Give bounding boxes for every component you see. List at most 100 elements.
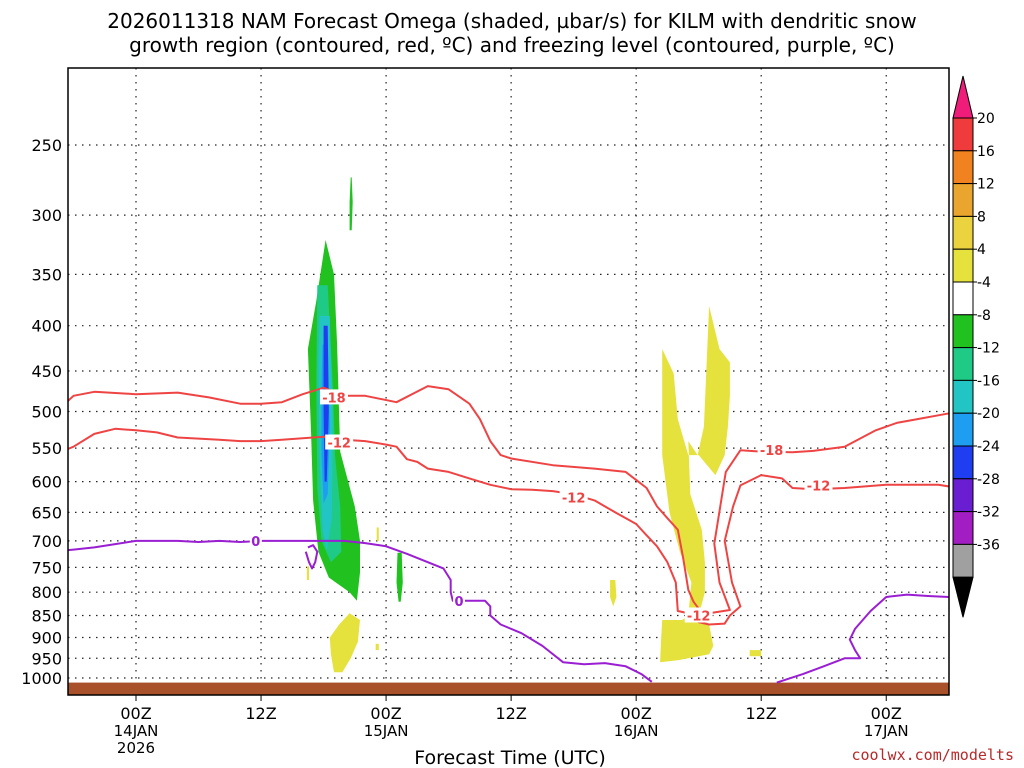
colorbar-label: -16 xyxy=(977,373,1000,389)
colorbar-label: -12 xyxy=(977,341,1000,357)
contour-label: -12 xyxy=(807,479,831,494)
site-credit: coolwx.com/modelts xyxy=(851,746,1014,764)
plot-area: -18 -12 -12 -12 -18 -12 0 0 xyxy=(68,68,949,695)
colorbar-top-arrow xyxy=(952,75,974,119)
y-tick-label: 950 xyxy=(31,649,62,668)
colorbar-label: -28 xyxy=(977,472,1000,488)
freezing-contour-segment-1 xyxy=(304,544,319,570)
dendritic-growth-contours xyxy=(68,385,949,626)
contour-label: -12 xyxy=(687,610,711,625)
colorbar-bottom-arrow xyxy=(952,576,974,618)
grid-lines xyxy=(68,68,949,695)
colorbar-label: -4 xyxy=(977,275,991,291)
x-tick-date: 14JAN xyxy=(114,722,159,740)
y-tick-label: 350 xyxy=(31,265,62,284)
colorbar-label: 20 xyxy=(977,111,995,127)
y-axis-ticks: 250 300 350 400 450 500 550 600 650 700 750 800 850 9… xyxy=(21,136,62,688)
x-tick-label: 00Z xyxy=(120,704,151,723)
colorbar: 20 16 12 8 4 -4 -8 -12 -16 -20 -24 -28 -32 -36 xyxy=(952,75,1000,618)
x-tick-label: 00Z xyxy=(871,704,902,723)
omega-shading xyxy=(306,177,762,673)
omega-region-lower-yellow-blob xyxy=(329,613,360,673)
dendritic-contour--18 xyxy=(68,385,949,615)
y-tick-label: 700 xyxy=(31,532,62,551)
y-tick-label: 550 xyxy=(31,439,62,458)
dendritic-contour--12 xyxy=(68,427,949,626)
terrain-surface xyxy=(68,682,949,695)
chart-title-line-1: 2026011318 NAM Forecast Omega (shaded, µ… xyxy=(107,9,916,33)
contour-label-bg xyxy=(804,477,833,493)
x-tick-year: 2026 xyxy=(117,739,155,757)
contour-labels: -18 -12 -12 -12 -18 -12 0 0 xyxy=(249,389,833,625)
contour-label-bg xyxy=(559,489,588,505)
y-tick-label: 400 xyxy=(31,317,62,336)
contour-label-bg xyxy=(249,532,262,548)
contour-label: 0 xyxy=(251,535,260,550)
plot-frame xyxy=(67,67,950,696)
colorbar-segment xyxy=(952,445,974,480)
x-tick-date: 17JAN xyxy=(864,722,909,740)
chart-title: 2026011318 NAM Forecast Omega (shaded, µ… xyxy=(107,9,916,57)
omega-region-main-yellow-region xyxy=(660,306,730,663)
omega-region-tiny-yellow-2 xyxy=(306,566,309,580)
colorbar-label: -36 xyxy=(977,537,1000,553)
y-tick-label: 300 xyxy=(31,206,62,225)
x-tick-label: 00Z xyxy=(620,704,651,723)
colorbar-label: -8 xyxy=(977,308,991,324)
chart-title-line-2: growth region (contoured, red, ºC) and f… xyxy=(129,33,895,57)
y-tick-label: 450 xyxy=(31,362,62,381)
x-tick-label: 12Z xyxy=(245,704,276,723)
colorbar-segment xyxy=(952,150,974,185)
contour-label-bg xyxy=(757,442,786,458)
y-tick-label: 250 xyxy=(31,136,62,155)
colorbar-segment xyxy=(952,281,974,316)
contour-label-bg xyxy=(684,607,713,623)
colorbar-segment xyxy=(952,379,974,414)
colorbar-segment xyxy=(952,412,974,447)
y-tick-label: 650 xyxy=(31,503,62,522)
y-tick-label: 500 xyxy=(31,403,62,422)
colorbar-segment xyxy=(952,511,974,545)
contour-label: -18 xyxy=(760,444,784,459)
x-tick-label: 12Z xyxy=(746,704,777,723)
y-tick-label: 1000 xyxy=(21,669,62,688)
omega-region-tiny-yellow-3 xyxy=(375,643,379,651)
colorbar-segment xyxy=(952,347,974,381)
colorbar-segment xyxy=(952,543,974,578)
colorbar-label: 16 xyxy=(977,144,995,160)
colorbar-label: 12 xyxy=(977,177,995,193)
colorbar-segment xyxy=(952,478,974,513)
x-tick-date: 15JAN xyxy=(364,722,409,740)
contour-label: -12 xyxy=(562,491,586,506)
contour-label: -12 xyxy=(327,437,351,452)
y-tick-label: 750 xyxy=(31,558,62,577)
contour-label-bg xyxy=(319,389,348,405)
omega-region-tiny-yellow-5 xyxy=(749,650,762,657)
y-tick-label: 850 xyxy=(31,607,62,626)
omega-region-small-green-blob xyxy=(396,552,403,602)
x-axis-label: Forecast Time (UTC) xyxy=(414,747,605,768)
colorbar-label: -32 xyxy=(977,505,1000,521)
freezing-contour-0 xyxy=(68,539,653,683)
colorbar-segment xyxy=(952,215,974,250)
omega-region-tiny-yellow-4 xyxy=(610,580,617,607)
colorbar-label: 4 xyxy=(977,242,986,258)
colorbar-segment xyxy=(952,183,974,217)
contour-label-bg xyxy=(325,434,354,450)
y-tick-label: 800 xyxy=(31,583,62,602)
colorbar-label: -24 xyxy=(977,439,1000,455)
colorbar-label: 8 xyxy=(977,209,986,225)
y-tick-label: 900 xyxy=(31,628,62,647)
x-tick-date: 16JAN xyxy=(614,722,659,740)
freezing-level-contours xyxy=(68,539,949,684)
colorbar-segment xyxy=(952,248,974,283)
colorbar-segment xyxy=(952,117,974,152)
x-tick-label: 00Z xyxy=(370,704,401,723)
x-tick-label: 12Z xyxy=(495,704,526,723)
y-tick-label: 600 xyxy=(31,473,62,492)
contour-label: 0 xyxy=(454,595,463,610)
omega-region-tiny-yellow-1 xyxy=(376,527,379,541)
colorbar-label: -20 xyxy=(977,406,1000,422)
